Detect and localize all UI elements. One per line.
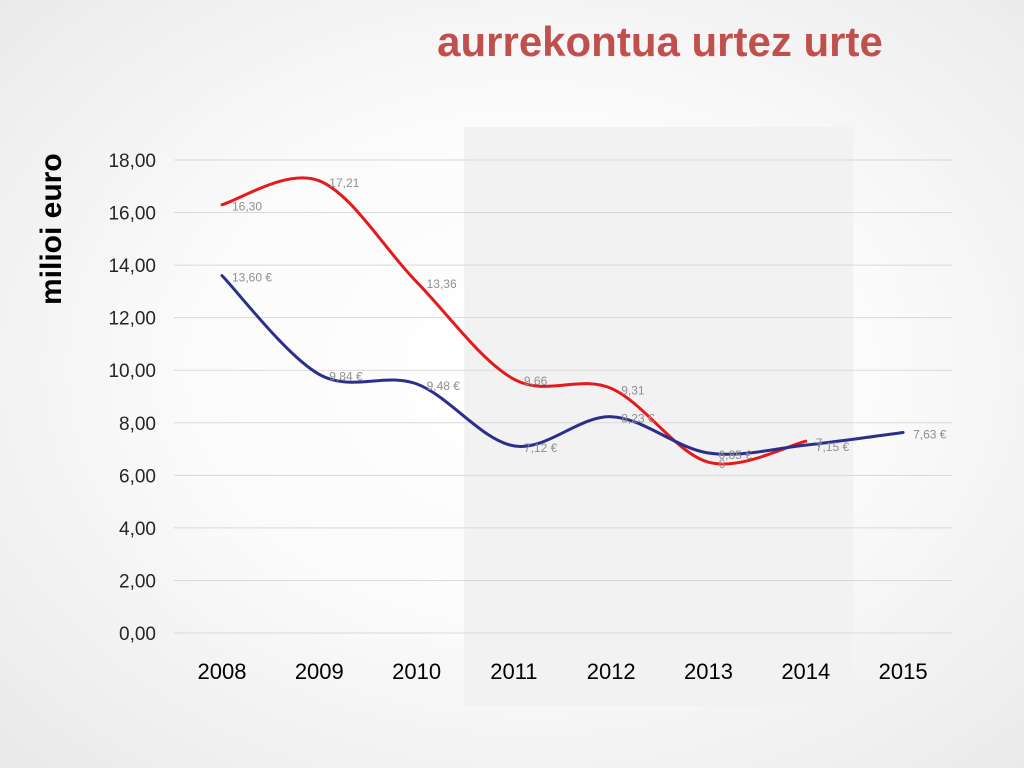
data-label: 9,66 (524, 374, 548, 388)
data-label: 7,15 € (816, 440, 850, 454)
y-tick-label: 14,00 (108, 256, 156, 277)
y-tick-label: 12,00 (108, 309, 156, 330)
y-tick-label: 6,00 (119, 466, 156, 487)
gridlines (174, 159, 952, 634)
data-label: 9,31 (621, 383, 645, 397)
data-label: 16,30 (232, 200, 262, 214)
y-tick-label: 10,00 (108, 361, 156, 382)
y-tick-label: 2,00 (119, 571, 156, 592)
data-label: 6 (719, 457, 726, 471)
data-label: 6,85 € (719, 448, 753, 462)
data-label: 7 (816, 436, 823, 450)
data-labels: 16,30 17,21 13,36 9,66 9,31 6 7 13,60 € 9,84 € 9,… (232, 176, 947, 471)
data-label: 7,12 € (524, 441, 558, 455)
data-label: 9,84 € (329, 369, 363, 383)
x-tick-label: 2010 (392, 659, 441, 684)
series-line-1 (220, 176, 808, 466)
x-tick-label: 2011 (490, 659, 537, 684)
y-tick-label: 0,00 (119, 624, 156, 645)
data-label: 13,60 € (232, 271, 272, 285)
x-tick-label: 2015 (879, 659, 928, 684)
highlight-band-layer (464, 127, 854, 706)
data-label: 8,23 € (621, 412, 655, 426)
data-label: 17,21 (329, 176, 359, 190)
x-tick-label: 2008 (198, 659, 247, 684)
x-tick-label: 2014 (781, 659, 830, 684)
data-label: 9,48 € (427, 379, 461, 393)
y-tick-label: 8,00 (119, 414, 156, 435)
y-tick-label: 4,00 (119, 519, 156, 540)
y-tick-label: 16,00 (108, 204, 156, 225)
series-line-2 (220, 274, 905, 456)
y-axis-ticks: 0,00 2,00 4,00 6,00 8,00 10,00 12,00 14,00 16,00… (108, 151, 156, 645)
data-label: 7,63 € (913, 428, 947, 442)
series-lines (220, 176, 905, 466)
data-label: 13,36 (427, 277, 457, 291)
slide-title: aurrekontua urtez urte (437, 18, 883, 65)
x-axis-ticks: 2008 2009 2010 2011 2012 2013 2014 2015 (198, 659, 928, 684)
highlight-band (464, 127, 854, 706)
y-tick-label: 18,00 (108, 151, 156, 172)
x-tick-label: 2012 (587, 659, 636, 684)
x-tick-label: 2013 (684, 659, 733, 684)
x-tick-label: 2009 (295, 659, 344, 684)
